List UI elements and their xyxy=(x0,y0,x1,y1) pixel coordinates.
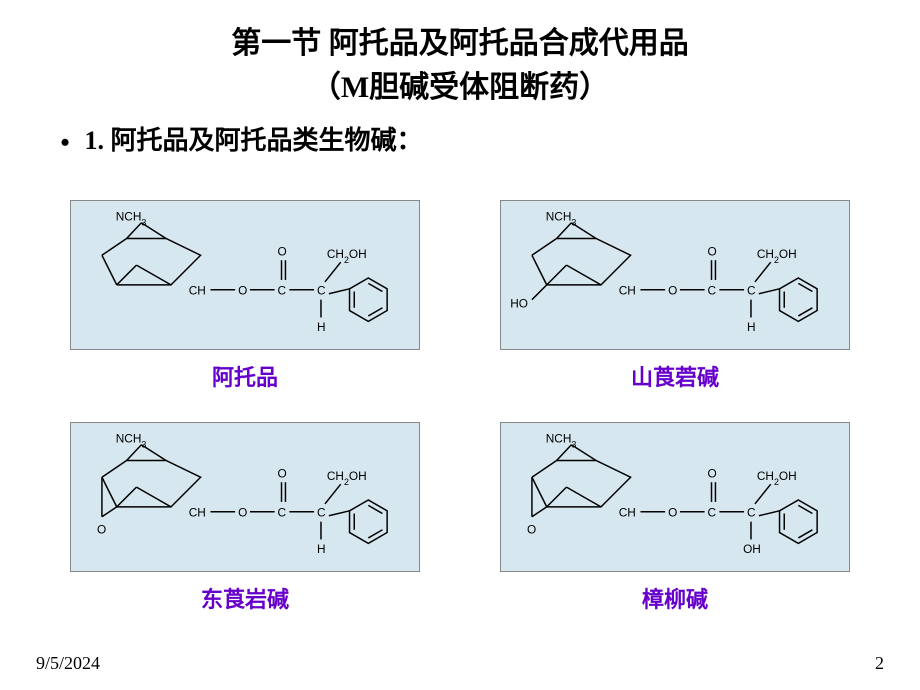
svg-text:C: C xyxy=(708,506,717,520)
svg-text:O: O xyxy=(708,244,717,258)
slide: 第一节 阿托品及阿托品合成代用品 （M胆碱受体阻断药） • 1. 阿托品及阿托品… xyxy=(0,0,920,690)
svg-text:OH: OH xyxy=(743,542,761,556)
footer-page: 2 xyxy=(875,653,884,674)
svg-text:H: H xyxy=(317,320,326,334)
svg-text:NCH3: NCH3 xyxy=(116,210,147,228)
svg-text:CH: CH xyxy=(619,506,636,520)
svg-text:NCH3: NCH3 xyxy=(546,210,577,228)
molecule-cell-1: NCH3 HO CH O C O C CH2OH H 山莨菪碱 xyxy=(490,200,860,392)
molecule-diagram-1: NCH3 HO CH O C O C CH2OH H xyxy=(500,200,850,350)
molecule-caption-2: 东莨岩碱 xyxy=(201,582,289,614)
molecule-diagram-0: NCH3 CH O C O C CH2OH H xyxy=(70,200,420,350)
svg-text:CH: CH xyxy=(619,284,636,298)
svg-text:CH2OH: CH2OH xyxy=(327,469,367,487)
molecule-caption-0: 阿托品 xyxy=(212,360,278,392)
svg-text:O: O xyxy=(708,466,717,480)
svg-text:H: H xyxy=(747,320,756,334)
bullet-marker: • xyxy=(60,128,70,158)
svg-text:C: C xyxy=(708,284,717,298)
svg-text:O: O xyxy=(527,523,536,537)
svg-text:C: C xyxy=(317,284,326,298)
molecule-grid: NCH3CHOCOCCH2OHH 阿托品 NCH3HOCHOCOCCH2OHH … xyxy=(60,200,860,614)
svg-text:C: C xyxy=(747,506,756,520)
svg-text:C: C xyxy=(278,506,287,520)
svg-text:CH: CH xyxy=(189,506,206,520)
svg-text:O: O xyxy=(238,284,247,298)
bullet-line: • 1. 阿托品及阿托品类生物碱： xyxy=(0,120,920,158)
molecule-caption-3: 樟柳碱 xyxy=(642,582,708,614)
svg-text:NCH3: NCH3 xyxy=(116,432,147,450)
molecule-cell-0: NCH3 CH O C O C CH2OH H 阿托品 xyxy=(60,200,430,392)
svg-text:O: O xyxy=(278,244,287,258)
svg-text:O: O xyxy=(238,506,247,520)
svg-text:CH2OH: CH2OH xyxy=(327,247,367,265)
title-line-1: 第一节 阿托品及阿托品合成代用品 xyxy=(0,18,920,62)
molecule-cell-2: NCH3 O CH O C O C CH2OH H 东莨岩碱 xyxy=(60,422,430,614)
svg-text:O: O xyxy=(668,506,677,520)
svg-text:CH: CH xyxy=(189,284,206,298)
svg-text:C: C xyxy=(747,284,756,298)
svg-text:NCH3: NCH3 xyxy=(546,432,577,450)
svg-text:HO: HO xyxy=(510,297,528,311)
footer-date: 9/5/2024 xyxy=(36,653,100,674)
molecule-diagram-2: NCH3 O CH O C O C CH2OH H xyxy=(70,422,420,572)
title-line-2: （M胆碱受体阻断药） xyxy=(0,62,920,106)
svg-text:C: C xyxy=(278,284,287,298)
molecule-diagram-3: NCH3 O CH O C O C CH2OH OH xyxy=(500,422,850,572)
svg-text:C: C xyxy=(317,506,326,520)
svg-text:O: O xyxy=(97,523,106,537)
title-block: 第一节 阿托品及阿托品合成代用品 （M胆碱受体阻断药） xyxy=(0,0,920,106)
molecule-caption-1: 山莨菪碱 xyxy=(631,360,719,392)
svg-text:CH2OH: CH2OH xyxy=(757,247,797,265)
svg-text:CH2OH: CH2OH xyxy=(757,469,797,487)
svg-text:H: H xyxy=(317,542,326,556)
svg-text:O: O xyxy=(278,466,287,480)
molecule-cell-3: NCH3 O CH O C O C CH2OH OH 樟柳碱 xyxy=(490,422,860,614)
bullet-text: 1. 阿托品及阿托品类生物碱： xyxy=(85,126,423,155)
svg-text:O: O xyxy=(668,284,677,298)
